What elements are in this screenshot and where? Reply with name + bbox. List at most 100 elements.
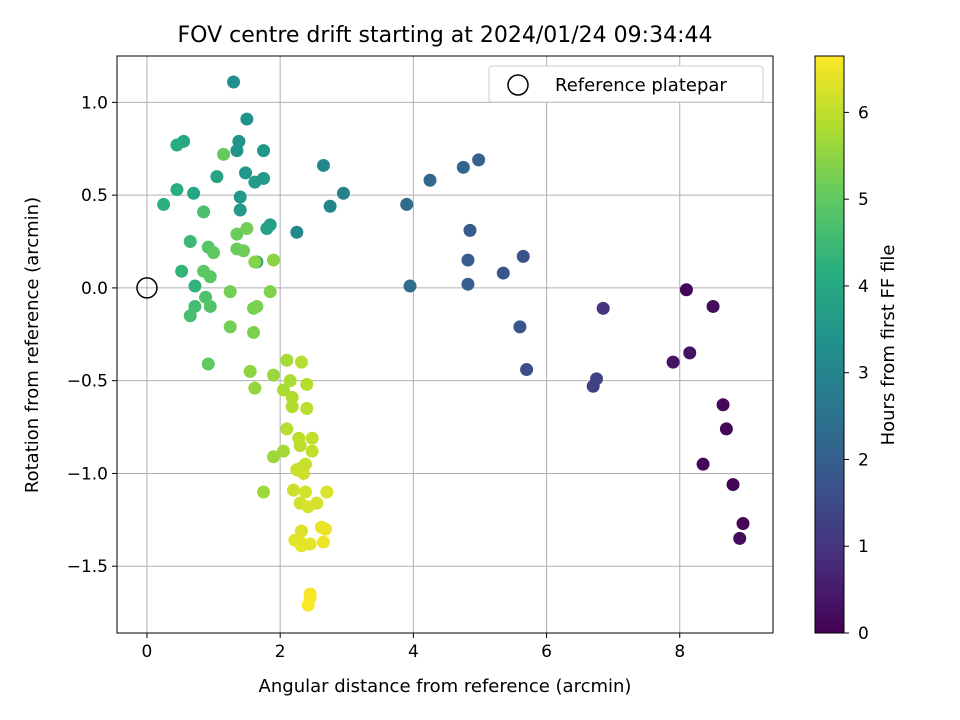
colorbar-ticks: 0 1 2 3 4 5 6 — [844, 103, 869, 644]
colorbar-tick-label: 3 — [858, 364, 869, 384]
data-point — [217, 147, 231, 161]
data-point — [719, 422, 733, 436]
y-tick-label: 0.5 — [81, 186, 108, 206]
data-point — [188, 279, 202, 293]
data-point — [706, 299, 720, 313]
x-tick-label: 8 — [674, 642, 685, 662]
data-point — [170, 138, 184, 152]
grid-lines — [117, 56, 773, 633]
data-point — [403, 279, 417, 293]
data-point — [230, 144, 244, 158]
data-point — [183, 235, 197, 249]
data-point — [300, 377, 314, 391]
data-point — [496, 266, 510, 280]
data-point — [267, 450, 281, 464]
data-point — [250, 299, 264, 313]
data-point — [276, 383, 290, 397]
data-point — [260, 222, 274, 236]
data-point — [301, 598, 315, 612]
data-point — [248, 255, 262, 269]
data-point — [257, 144, 271, 158]
data-point — [233, 190, 247, 204]
data-point — [280, 353, 294, 367]
data-point — [726, 478, 740, 492]
data-point — [285, 390, 299, 404]
data-point — [280, 422, 294, 436]
colorbar-tick-label: 2 — [858, 450, 869, 470]
data-point — [336, 186, 350, 200]
colorbar-tick-label: 4 — [858, 277, 869, 297]
data-point — [267, 368, 281, 382]
data-point — [240, 222, 254, 236]
data-point — [305, 444, 319, 458]
data-point — [267, 253, 281, 267]
data-point — [240, 112, 254, 126]
colorbar-tick-label: 0 — [858, 624, 869, 644]
data-point — [596, 301, 610, 315]
data-point — [285, 400, 299, 414]
legend: Reference platepar — [488, 65, 764, 103]
y-axis-ticks: −1.5 −1.0 −0.5 0.0 0.5 1.0 — [67, 93, 117, 577]
y-axis-label: Rotation from reference (arcmin) — [22, 197, 43, 493]
y-tick-label: −1.0 — [67, 464, 108, 484]
colorbar — [814, 55, 845, 634]
data-point — [294, 355, 308, 369]
legend-label: Reference platepar — [555, 75, 727, 96]
data-point — [157, 197, 171, 211]
data-point — [233, 203, 247, 217]
colorbar-tick-label: 1 — [858, 537, 869, 557]
data-point — [516, 249, 530, 263]
x-axis-label: Angular distance from reference (arcmin) — [259, 676, 632, 697]
x-tick-label: 2 — [275, 642, 286, 662]
data-point — [183, 309, 197, 323]
colorbar-label: Hours from first FF file — [878, 245, 899, 446]
data-point — [203, 299, 217, 313]
data-point — [263, 285, 277, 299]
data-point — [298, 485, 312, 499]
data-point — [696, 457, 710, 471]
data-point — [513, 320, 527, 334]
data-point — [230, 227, 244, 241]
data-point — [472, 153, 486, 167]
data-point — [243, 364, 257, 378]
data-point — [679, 283, 693, 297]
chart-title: FOV centre drift starting at 2024/01/24 … — [178, 23, 713, 48]
data-point — [310, 496, 324, 510]
legend-box — [488, 65, 764, 103]
x-axis-ticks: 0 2 4 6 8 — [142, 633, 685, 662]
data-point — [239, 166, 253, 180]
data-point — [318, 522, 332, 536]
x-tick-label: 0 — [142, 642, 153, 662]
data-point — [296, 466, 310, 480]
scatter-points — [157, 75, 750, 612]
y-tick-label: 1.0 — [81, 93, 108, 113]
data-point — [305, 431, 319, 445]
data-point — [187, 186, 201, 200]
data-point — [201, 357, 215, 371]
data-point — [223, 320, 237, 334]
legend-marker — [507, 74, 529, 96]
data-point — [175, 264, 189, 278]
data-point — [323, 199, 337, 213]
data-point — [736, 517, 750, 531]
data-point — [461, 253, 475, 267]
data-point — [400, 197, 414, 211]
data-point — [223, 285, 237, 299]
colorbar-tick-label: 6 — [858, 103, 869, 123]
x-tick-label: 6 — [541, 642, 552, 662]
y-tick-label: 0.0 — [81, 279, 108, 299]
data-point — [207, 246, 221, 260]
data-point — [456, 160, 470, 174]
data-point — [733, 531, 747, 545]
data-point — [248, 381, 262, 395]
data-point — [197, 205, 211, 219]
y-tick-label: −1.5 — [67, 557, 108, 577]
data-point — [286, 483, 300, 497]
colorbar-tick-label: 5 — [858, 190, 869, 210]
data-point — [283, 374, 297, 388]
data-point — [293, 439, 307, 453]
data-point — [303, 537, 317, 551]
data-point — [294, 524, 308, 538]
data-point — [257, 485, 271, 499]
